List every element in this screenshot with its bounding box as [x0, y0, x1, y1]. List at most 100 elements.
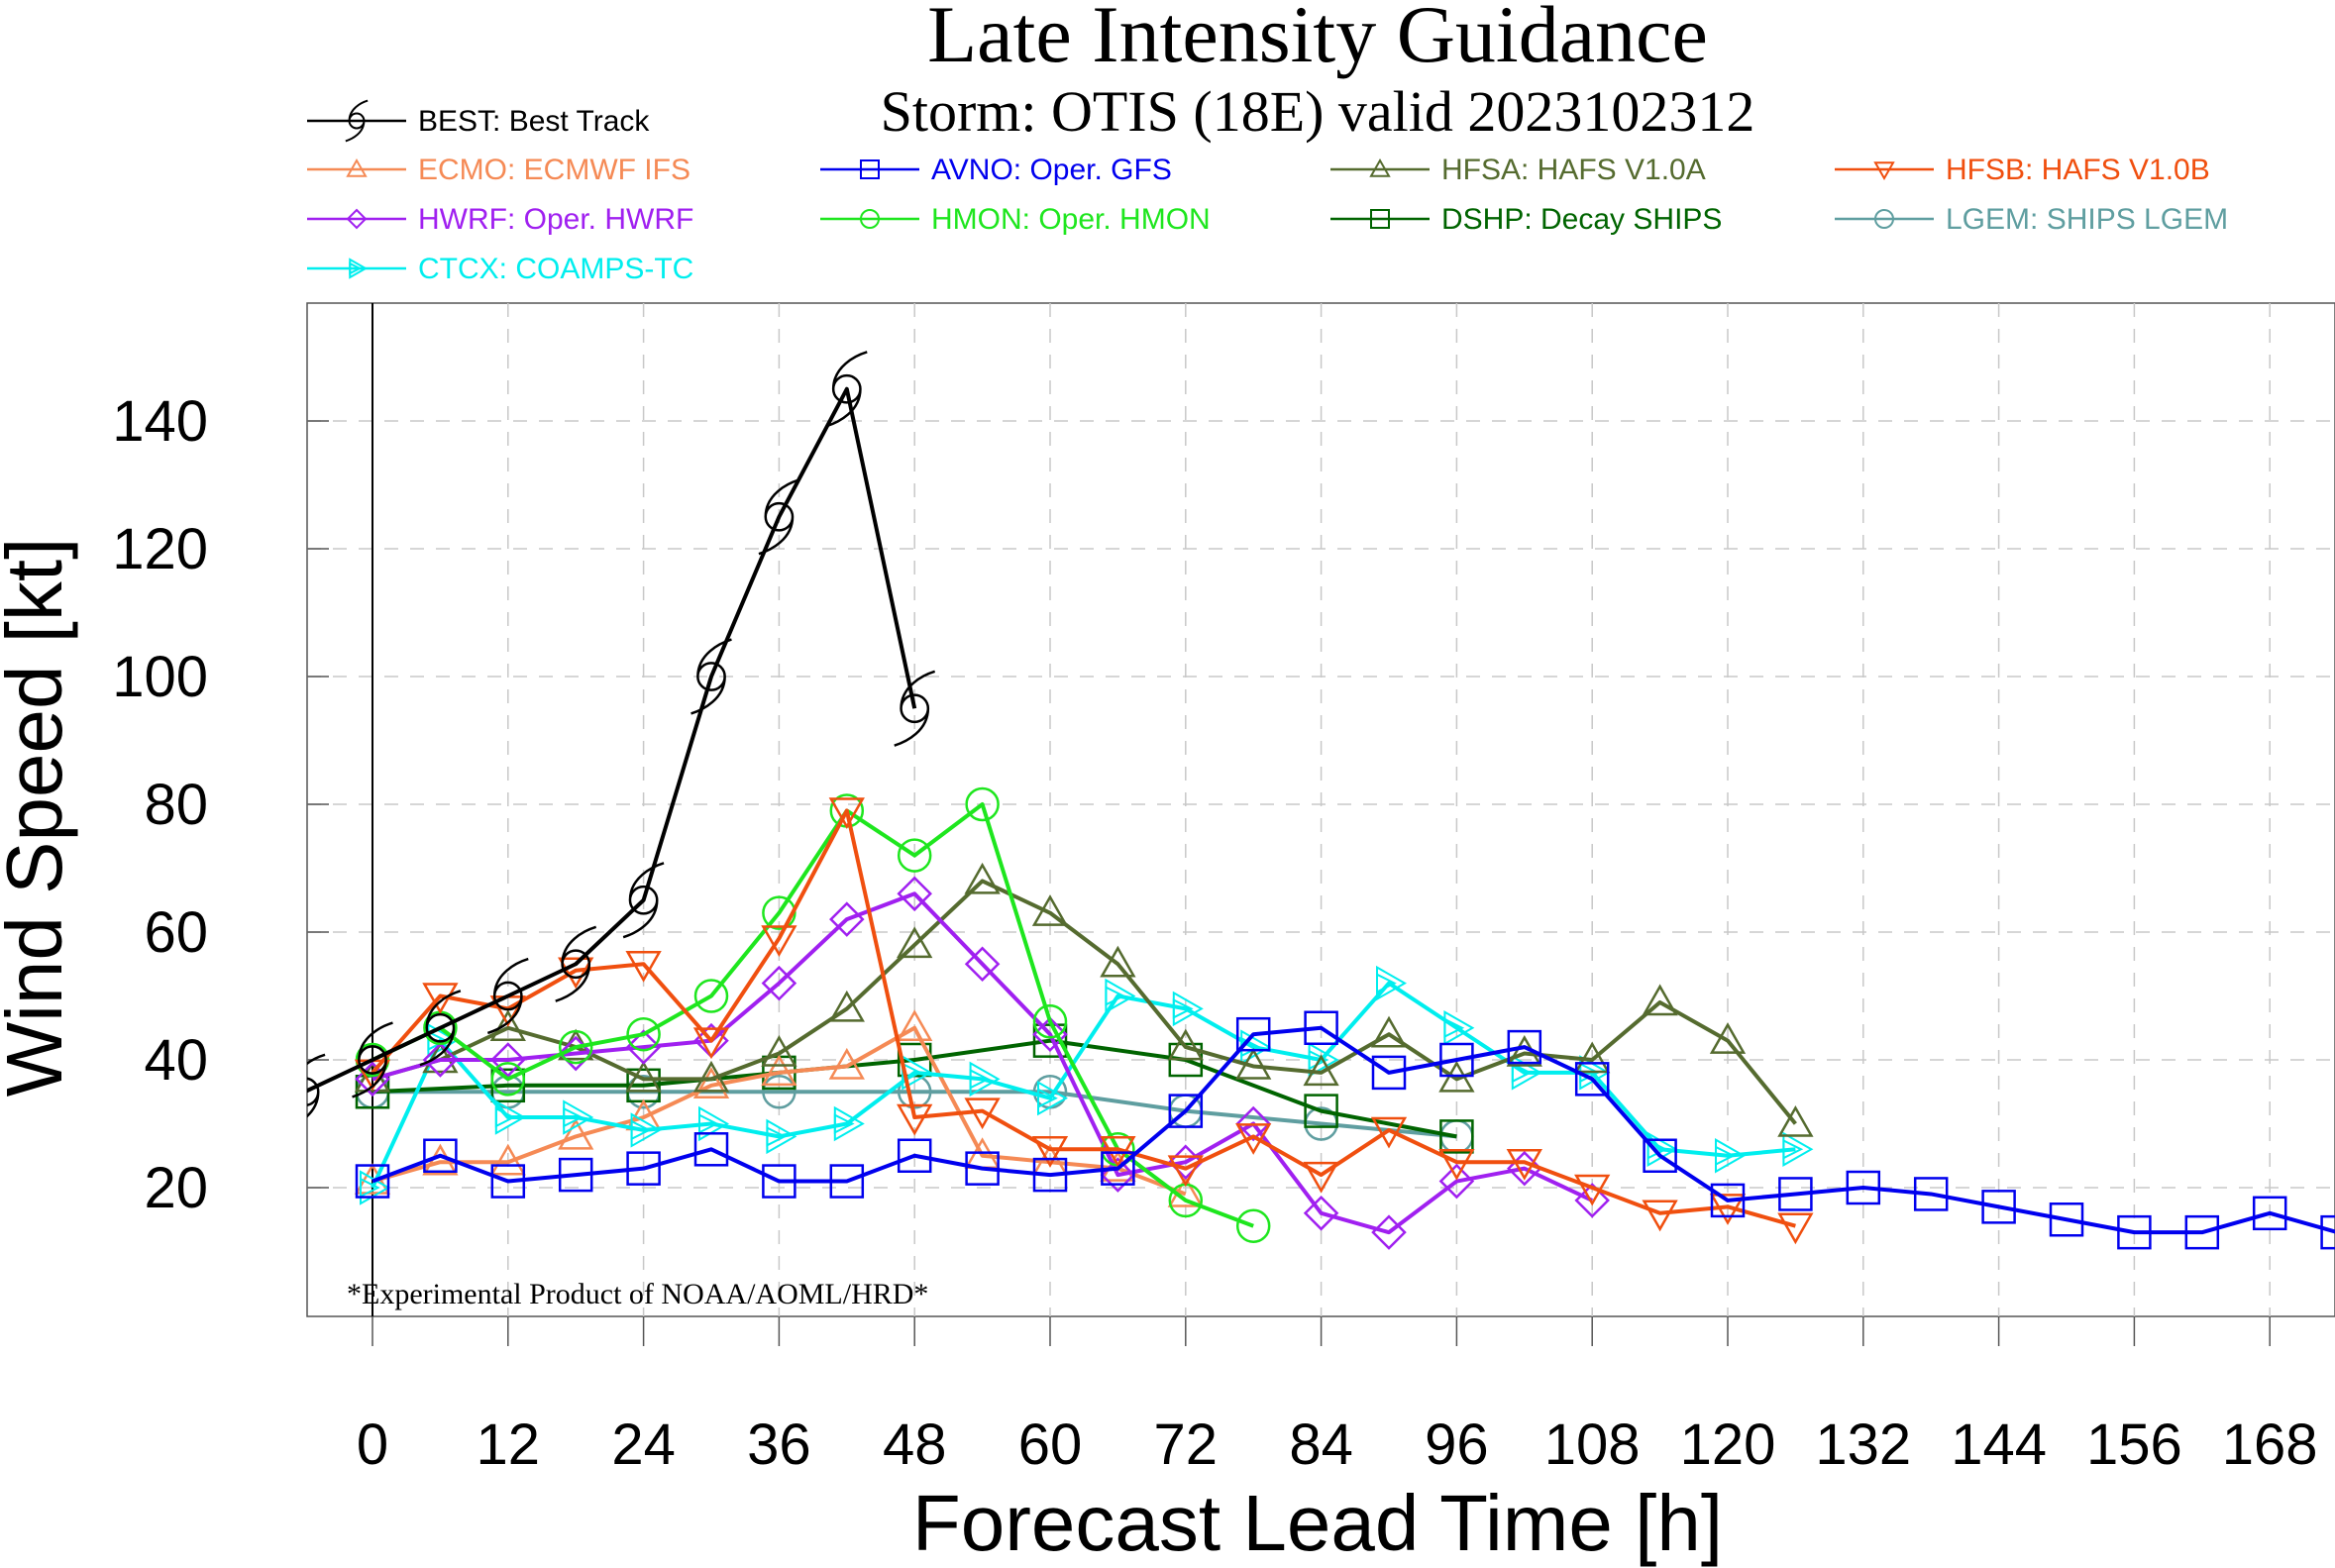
x-tick-label: 72 — [1154, 1412, 1219, 1477]
data-point-best — [894, 670, 936, 747]
data-point-best — [419, 990, 462, 1067]
data-point-hfsb — [692, 1027, 730, 1060]
data-point-avno — [1235, 1016, 1271, 1052]
data-point-hwrf — [829, 901, 865, 937]
data-point-ecmo — [897, 1009, 933, 1041]
data-point-hfsb — [1370, 1116, 1408, 1149]
data-point-hwrf — [1574, 1183, 1610, 1218]
series-line-lgem — [372, 1090, 1457, 1139]
data-point-dshp — [490, 1068, 526, 1103]
x-tick-label: 24 — [611, 1412, 676, 1477]
legend: BEST: Best Track ECMO: ECMWF IFS AVNO: Ope… — [307, 99, 2228, 285]
data-point-hfsa — [1642, 984, 1678, 1016]
chart-title: Late Intensity Guidance — [927, 0, 1708, 79]
data-point-hfsa — [1167, 1028, 1204, 1061]
series-avno — [355, 1010, 2335, 1250]
data-point-hmon — [490, 1062, 526, 1097]
data-point-hfsa — [761, 1035, 797, 1067]
series-hmon — [355, 786, 1271, 1243]
y-axis-label: Wind Speed [kt] — [0, 538, 78, 1098]
data-point-hfsb — [558, 957, 594, 990]
y-tick-label: 120 — [112, 517, 208, 581]
series-line-hfsa — [371, 879, 1797, 1125]
data-point-hwrf — [897, 876, 932, 912]
series-best — [307, 351, 936, 1118]
data-point-ecmo — [828, 1047, 865, 1080]
y-tick-label: 20 — [144, 1156, 208, 1220]
data-point-avno — [829, 1164, 865, 1199]
data-point-ctcx — [698, 1105, 730, 1142]
legend-label: LGEM: SHIPS LGEM — [1946, 203, 2228, 236]
data-point-ecmo — [692, 1067, 730, 1099]
data-point-hfsa — [828, 990, 865, 1022]
data-point-avno — [558, 1157, 593, 1193]
series-line-best — [307, 386, 917, 1094]
x-tick-label: 0 — [357, 1412, 388, 1477]
data-point-hfsa — [897, 926, 933, 959]
data-point-ctcx — [630, 1112, 662, 1148]
data-point-hfsb — [1777, 1212, 1814, 1245]
data-point-avno — [2252, 1196, 2287, 1231]
x-tick-label: 108 — [1544, 1412, 1641, 1477]
data-point-avno — [1981, 1190, 2016, 1224]
data-point-avno — [1913, 1177, 1949, 1211]
data-point-hfsb — [422, 983, 459, 1015]
data-point-hfsb — [1709, 1194, 1747, 1225]
legend-item-hmon: HMON: Oper. HMON — [820, 203, 1211, 236]
data-point-hfsb — [1438, 1148, 1475, 1181]
data-point-hwrf — [964, 946, 1001, 983]
legend-marker-hwrf — [346, 208, 368, 230]
data-point-hfsa — [1031, 894, 1069, 926]
series-line-avno — [371, 1025, 2335, 1235]
legend-label: HMON: Oper. HMON — [931, 203, 1211, 236]
data-point-avno — [965, 1151, 1000, 1186]
data-point-avno — [2049, 1202, 2084, 1237]
data-point-hfsa — [1777, 1104, 1814, 1137]
legend-item-hfsa: HFSA: HAFS V1.0A — [1330, 154, 1706, 186]
footnote: *Experimental Product of NOAA/AOML/HRD* — [347, 1278, 928, 1310]
data-point-dshp — [1439, 1119, 1474, 1154]
series-line-hfsb — [371, 808, 1796, 1228]
data-point-avno — [693, 1132, 729, 1167]
x-tick-label: 48 — [883, 1412, 947, 1477]
legend-marker-lgem — [1874, 209, 1894, 229]
data-point-avno — [2320, 1214, 2335, 1250]
data-point-avno — [1439, 1042, 1474, 1078]
series-layer — [307, 351, 2335, 1250]
data-point-hfsa — [489, 1009, 526, 1041]
data-point-hfsb — [1235, 1123, 1272, 1155]
data-point-best — [825, 351, 868, 428]
legend-item-hfsb: HFSB: HAFS V1.0B — [1835, 154, 2210, 186]
data-point-hwrf — [490, 1042, 526, 1078]
chart-subtitle: Storm: OTIS (18E) valid 2023102312 — [881, 79, 1755, 144]
data-point-avno — [1778, 1177, 1813, 1211]
legend-item-avno: AVNO: Oper. GFS — [820, 154, 1172, 186]
data-point-hfsb — [1506, 1148, 1542, 1181]
x-tick-label: 36 — [747, 1412, 811, 1477]
legend-item-ctcx: CTCX: COAMPS-TC — [307, 253, 693, 285]
data-point-hfsa — [1235, 1047, 1272, 1080]
y-tick-label: 60 — [144, 900, 208, 965]
x-tick-label: 120 — [1680, 1412, 1776, 1477]
legend-label: AVNO: Oper. GFS — [931, 154, 1172, 186]
data-point-hwrf — [625, 1029, 662, 1065]
y-tick-label: 100 — [112, 645, 208, 709]
legend-marker-hfsa — [1369, 157, 1391, 177]
data-point-avno — [1371, 1055, 1407, 1091]
data-point-ctcx — [969, 1061, 1001, 1098]
data-point-avno — [1304, 1010, 1338, 1045]
data-point-hwrf — [1032, 1016, 1068, 1052]
data-point-hmon — [762, 895, 796, 930]
data-point-avno — [762, 1164, 796, 1199]
data-point-hfsb — [1303, 1161, 1339, 1194]
data-point-avno — [1574, 1062, 1610, 1097]
data-point-avno — [490, 1164, 526, 1199]
series-line-dshp — [371, 1038, 1457, 1139]
data-point-avno — [1168, 1094, 1204, 1128]
x-tick-label: 96 — [1425, 1412, 1489, 1477]
data-point-ctcx — [1376, 965, 1408, 1001]
grid — [307, 303, 2335, 1316]
data-point-ctcx — [1172, 991, 1204, 1027]
data-point-avno — [1101, 1151, 1135, 1186]
